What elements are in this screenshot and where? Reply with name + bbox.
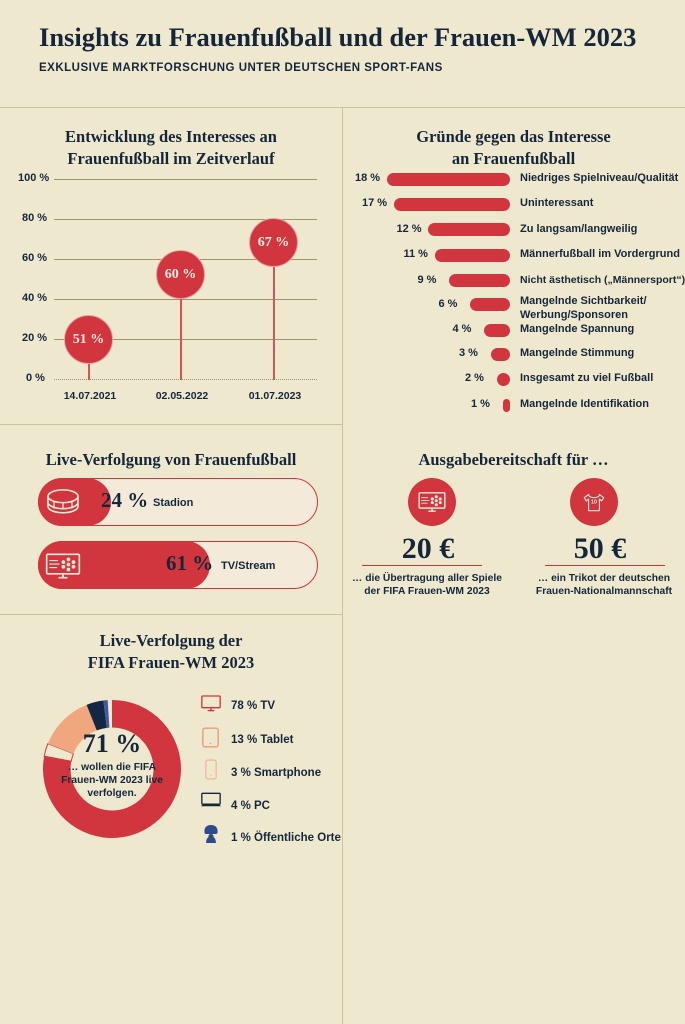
- svg-text:10: 10: [590, 499, 596, 505]
